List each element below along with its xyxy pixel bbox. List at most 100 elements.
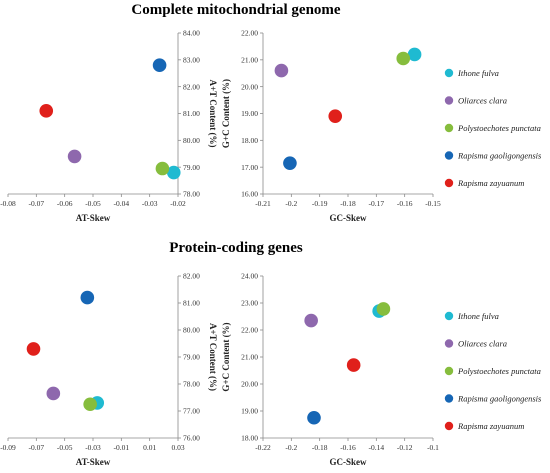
x-axis-title: GC-Skew	[329, 213, 367, 223]
y-tick-label: 79.00	[183, 353, 200, 362]
x-tick-label: -0.18	[312, 443, 328, 452]
legend-marker	[444, 178, 454, 188]
legend-marker	[444, 421, 454, 431]
x-tick-label: -0.2	[285, 443, 297, 452]
y-axis-title: G+C Content (%)	[221, 79, 231, 148]
data-point	[283, 156, 297, 170]
data-point	[166, 165, 181, 180]
y-tick-label: 17.00	[241, 163, 258, 172]
data-point	[346, 358, 361, 372]
x-tick-label: -0.17	[369, 199, 385, 208]
data-point	[80, 290, 95, 305]
panel-pcg-gc: -0.22 -0.2 -0.18 -0.16 -0.14 -0.12 -0.1 18.00 19…	[221, 272, 439, 467]
x-tick-label: -0.09	[0, 443, 16, 452]
x-tick-label: -0.04	[114, 199, 130, 208]
y-tick-label: 80.00	[183, 136, 200, 145]
x-tick-label: -0.15	[425, 199, 441, 208]
y-tick-label: 19.00	[241, 109, 258, 118]
panel-genome-gc: -0.21 -0.2 -0.19 -0.18 -0.17 -0.16 -0.15 16.00 1…	[221, 29, 441, 223]
data-point	[83, 397, 97, 412]
x-tick-label: -0.16	[397, 199, 413, 208]
x-tick-label: -0.2	[285, 199, 297, 208]
legend-marker	[444, 123, 454, 133]
x-tick-label: -0.05	[57, 443, 73, 452]
y-tick-label: 82.00	[183, 272, 200, 281]
legend-marker	[444, 339, 454, 348]
data-point	[152, 58, 167, 72]
x-tick-label: -0.07	[29, 443, 45, 452]
legend-label: Rapisma gaoligongensis	[457, 151, 542, 161]
x-axis-title: AT-Skew	[76, 213, 111, 223]
y-tick-label: 21.00	[241, 353, 258, 362]
x-tick-label: -0.07	[29, 199, 45, 208]
y-tick-label: 22.00	[241, 29, 258, 38]
legend-marker	[444, 394, 454, 403]
x-tick-label: -0.12	[397, 443, 413, 452]
x-tick-label: -0.06	[57, 199, 73, 208]
legend-label: Rapisma gaoligongensis	[457, 394, 542, 404]
x-tick-label: -0.03	[142, 199, 158, 208]
y-tick-label: 81.00	[183, 109, 200, 118]
data-point	[155, 161, 170, 176]
legend-label: Polystoechotes punctata	[457, 123, 541, 133]
x-tick-label: 0.01	[143, 443, 156, 452]
x-axis-title: GC-Skew	[329, 457, 367, 467]
legend-label: Oliarces clara	[458, 96, 507, 106]
y-tick-label: 78.00	[183, 190, 200, 199]
x-tick-label: 0.03	[171, 443, 184, 452]
x-tick-label: -0.22	[255, 443, 271, 452]
y-tick-label: 16.00	[241, 190, 258, 199]
y-tick-label: 18.00	[241, 434, 258, 443]
y-tick-label: 23.00	[241, 299, 258, 308]
legend-marker	[444, 151, 454, 160]
section-title-pcg: Protein-coding genes	[169, 240, 303, 256]
data-point	[26, 342, 41, 356]
x-tick-label: -0.08	[0, 199, 16, 208]
y-tick-label: 19.00	[241, 407, 258, 416]
y-tick-label: 77.00	[183, 407, 200, 416]
data-point	[46, 386, 61, 401]
legend-marker	[444, 311, 454, 321]
legend-marker	[444, 96, 454, 105]
y-tick-label: 82.00	[183, 82, 200, 91]
legend: Ithone fulva Oliarces clara Polystoechotes…	[444, 68, 542, 188]
x-tick-label: -0.1	[427, 443, 439, 452]
x-tick-label: -0.14	[369, 443, 385, 452]
legend-marker	[444, 68, 454, 78]
data-point	[407, 47, 422, 62]
x-tick-label: -0.02	[170, 199, 186, 208]
y-tick-label: 80.00	[183, 326, 200, 335]
x-tick-label: -0.03	[85, 443, 101, 452]
data-point	[396, 51, 411, 66]
x-tick-label: -0.21	[255, 199, 271, 208]
section-title-genome: Complete mitochondrial genome	[131, 2, 340, 18]
legend-label: Rapisma zayuanum	[457, 421, 524, 431]
legend-label: Rapisma zayuanum	[457, 178, 524, 188]
legend-label: Ithone fulva	[457, 311, 499, 321]
plot-area: -0.08 -0.07 -0.06 -0.05 -0.04 -0.03 -0.0278.00…	[0, 29, 441, 467]
x-axis-title: AT-Skew	[76, 457, 111, 467]
legend-area: Ithone fulva Oliarces clara Polystoechotes…	[444, 68, 542, 431]
data-point	[39, 104, 54, 118]
legend-label: Oliarces clara	[458, 339, 507, 349]
x-tick-label: -0.05	[85, 199, 101, 208]
data-point	[307, 410, 321, 425]
y-tick-label: 78.00	[183, 380, 200, 389]
y-tick-label: 81.00	[183, 299, 200, 308]
y-axis-title: A+T Content (%)	[208, 323, 218, 391]
y-tick-label: 24.00	[241, 272, 258, 281]
y-tick-label: 21.00	[241, 55, 258, 64]
data-point	[274, 63, 289, 78]
legend: Ithone fulva Oliarces clara Polystoechotes…	[444, 311, 542, 431]
y-tick-label: 20.00	[241, 380, 258, 389]
data-point	[304, 313, 318, 328]
y-axis-title: G+C Content (%)	[221, 322, 231, 391]
y-tick-label: 18.00	[241, 136, 258, 145]
y-axis-title: A+T Content (%)	[208, 80, 218, 148]
y-tick-label: 76.00	[183, 434, 200, 443]
data-point	[328, 109, 343, 123]
x-tick-label: -0.18	[340, 199, 356, 208]
x-tick-label: -0.19	[312, 199, 328, 208]
